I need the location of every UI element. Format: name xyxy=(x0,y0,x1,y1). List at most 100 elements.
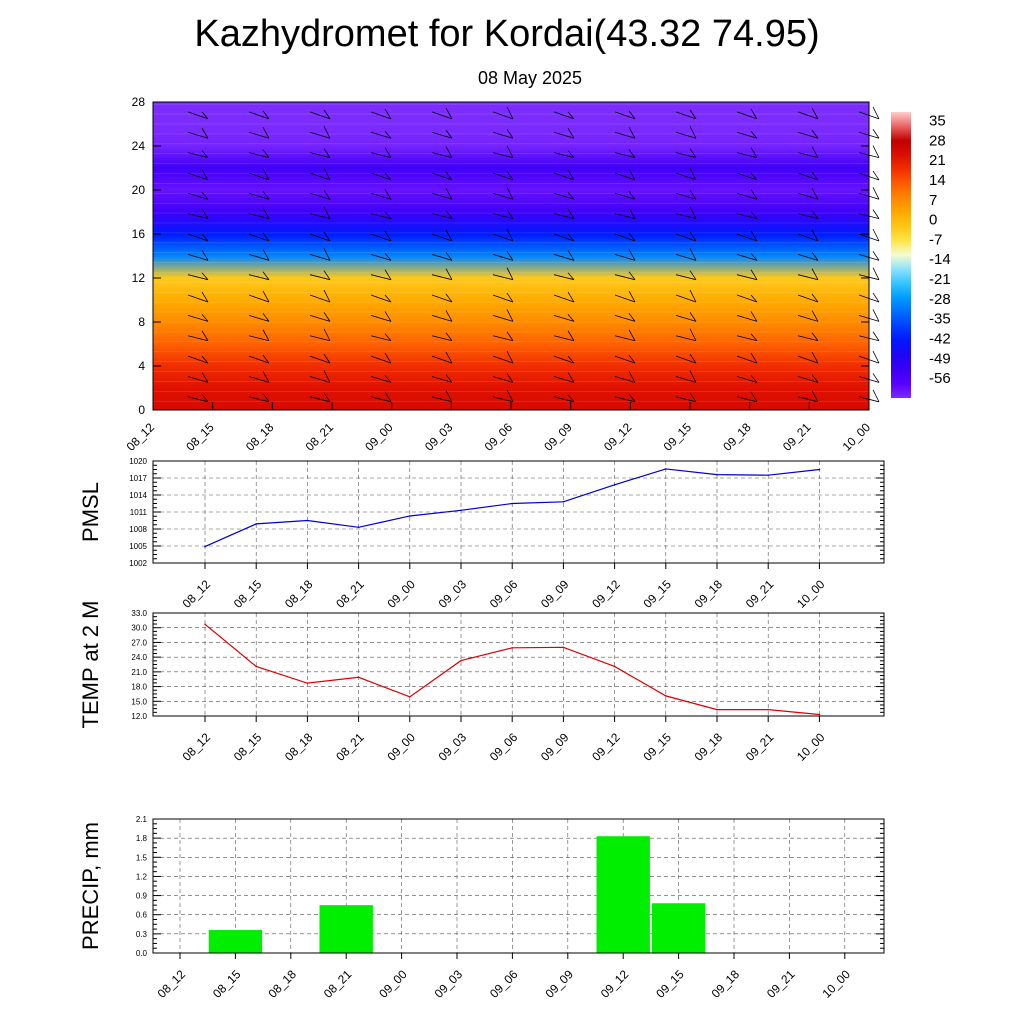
x-tick-label: 09_09 xyxy=(538,730,572,764)
x-tick-label: 08_21 xyxy=(333,577,367,611)
series-point xyxy=(818,468,821,471)
wind-barb-shaft xyxy=(248,131,270,139)
colorbar-label: 28 xyxy=(929,132,946,149)
wind-barb-shaft xyxy=(675,233,697,242)
x-tick-label: 10_00 xyxy=(794,730,828,764)
wind-barb-flag xyxy=(689,109,697,120)
series-point xyxy=(511,647,513,649)
wind-barb-flag xyxy=(567,150,575,158)
x-tick-label: 09_06 xyxy=(487,730,521,764)
wind-barb-flag xyxy=(506,251,514,261)
y-tick-label: 21.0 xyxy=(131,668,147,677)
wind-barb-shaft xyxy=(553,111,575,120)
wind-barb-shaft xyxy=(187,294,209,303)
chart-title: Kazhydromet for Kordai(43.32 74.95) xyxy=(194,13,819,55)
wind-barb-shaft xyxy=(370,152,392,158)
wind-barb-shaft xyxy=(492,335,514,342)
wind-barb-flag xyxy=(811,188,819,200)
wind-barb-flag xyxy=(750,211,758,219)
series-point xyxy=(716,473,718,476)
wind-barb-flag xyxy=(262,249,270,261)
wind-barb-flag xyxy=(750,108,758,120)
wind-barb-shaft xyxy=(553,131,575,139)
wind-barb-flag xyxy=(201,233,209,242)
colorbar-label: -56 xyxy=(929,370,951,387)
wind-barb-flag xyxy=(567,208,575,219)
wind-barb-shaft xyxy=(492,172,514,181)
wind-barb-shaft xyxy=(614,192,636,200)
x-tick-label: 08_21 xyxy=(303,420,337,454)
x-tick-label: 09_15 xyxy=(653,967,687,1001)
wind-barb-flag xyxy=(689,126,697,139)
series-point xyxy=(460,509,462,512)
wind-barb-shaft xyxy=(736,172,758,181)
wind-barb-flag xyxy=(811,171,819,181)
wind-barb-shaft xyxy=(797,315,819,322)
x-tick-label: 09_15 xyxy=(640,730,674,764)
x-tick-label: 09_06 xyxy=(487,577,521,611)
wind-barb-shaft xyxy=(492,152,514,158)
wind-barb-flag xyxy=(872,331,880,341)
wind-barb-shaft xyxy=(187,376,209,383)
wind-barb-flag xyxy=(628,191,636,200)
wind-barb-shaft xyxy=(431,111,453,120)
series-point xyxy=(409,515,411,517)
wind-barb-shaft xyxy=(431,192,453,200)
wind-barb-flag xyxy=(506,106,514,120)
wind-barb-shaft xyxy=(309,253,331,261)
wind-barb-shaft xyxy=(675,315,697,322)
wind-barb-flag xyxy=(384,269,392,280)
wind-barb-shaft xyxy=(248,335,270,342)
wind-barb-flag xyxy=(628,249,636,261)
wind-barb-shaft xyxy=(187,274,209,281)
y-tick-label: 18.0 xyxy=(131,683,147,692)
wind-barb-shaft xyxy=(736,233,758,242)
wind-barb-shaft xyxy=(309,376,331,383)
x-tick-label: 09_12 xyxy=(589,730,623,764)
wind-barb-shaft xyxy=(797,172,819,181)
x-tick-label: 09_09 xyxy=(538,577,572,611)
wind-barb-shaft xyxy=(248,274,270,281)
wind-barb-flag xyxy=(872,106,880,120)
wind-barb-shaft xyxy=(614,152,636,158)
wind-barb-flag xyxy=(811,210,819,219)
wind-barb-flag xyxy=(750,172,758,181)
x-tick-label: 09_03 xyxy=(436,577,470,611)
wind-barb-flag xyxy=(567,169,575,181)
wind-barb-flag xyxy=(872,292,880,303)
wind-barb-flag xyxy=(201,314,209,322)
wind-barb-flag xyxy=(567,128,575,139)
wind-barb-flag xyxy=(689,353,697,364)
wind-barb-shaft xyxy=(614,111,636,120)
wind-barb-shaft xyxy=(309,335,331,342)
wind-barb-shaft xyxy=(675,335,697,342)
wind-barb-shaft xyxy=(187,111,209,120)
series-point xyxy=(767,708,769,711)
wind-barb-shaft xyxy=(431,233,453,242)
wind-barb-flag xyxy=(445,332,453,341)
wind-barb-flag xyxy=(323,392,331,403)
wind-barb-shaft xyxy=(248,233,270,242)
wind-barb-shaft xyxy=(187,213,209,220)
wind-barb-flag xyxy=(323,312,331,322)
x-tick-label: 09_15 xyxy=(661,420,695,454)
series-point xyxy=(204,623,206,626)
wind-barb-shaft xyxy=(431,253,453,261)
wind-barb-flag xyxy=(689,190,697,200)
wind-barb-flag xyxy=(445,374,453,383)
wind-barb-shaft xyxy=(736,131,758,139)
wind-barb-flag xyxy=(445,310,453,322)
wind-barb-flag xyxy=(811,310,819,322)
wind-barb-shaft xyxy=(797,192,819,200)
wind-barb-shaft xyxy=(614,131,636,139)
wind-barb-flag xyxy=(811,252,819,261)
wind-barb-shaft xyxy=(187,152,209,158)
wind-barb-flag xyxy=(262,354,270,364)
wind-barb-flag xyxy=(201,250,209,261)
wind-barb-shaft xyxy=(248,172,270,181)
x-tick-label: 09_09 xyxy=(541,420,575,454)
wind-barb-shaft xyxy=(370,315,392,322)
wind-barb-shaft xyxy=(187,335,209,342)
wind-barb-shaft xyxy=(736,294,758,303)
wind-barb-shaft xyxy=(614,172,636,181)
